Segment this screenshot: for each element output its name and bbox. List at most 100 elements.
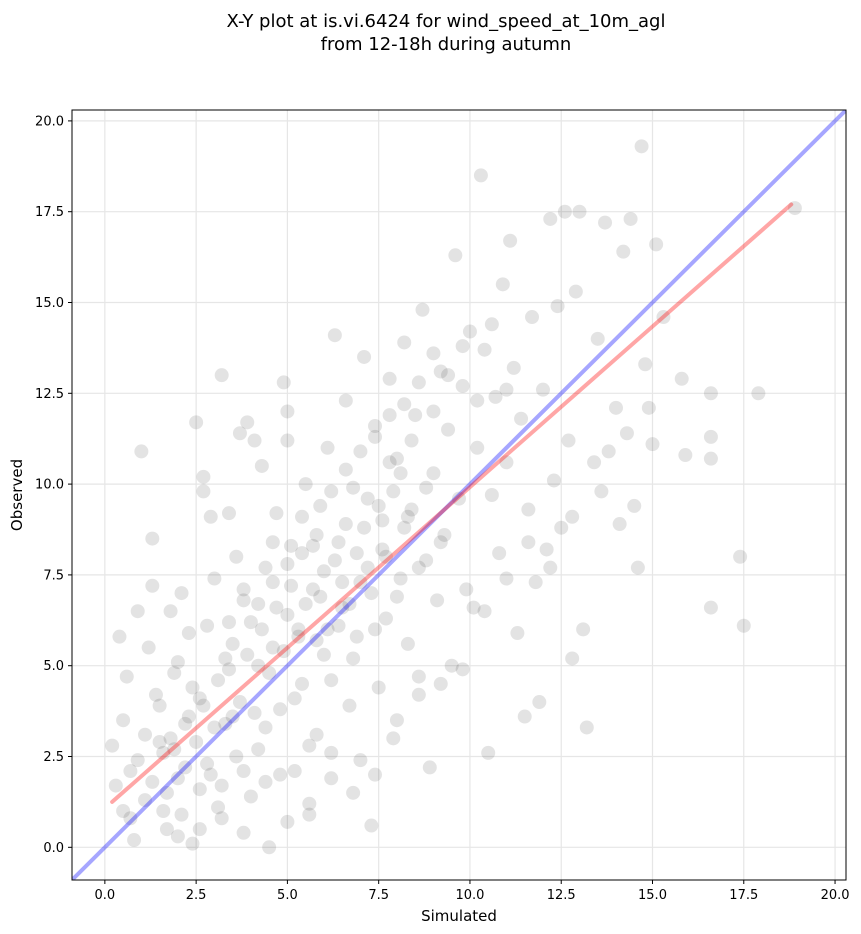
- scatter-point: [127, 833, 142, 848]
- scatter-point: [477, 342, 492, 357]
- scatter-point: [378, 611, 393, 626]
- scatter-point: [265, 535, 280, 550]
- scatter-point: [568, 284, 583, 299]
- scatter-point: [152, 734, 167, 749]
- scatter-point: [594, 484, 609, 499]
- scatter-point: [178, 760, 193, 775]
- scatter-point: [316, 564, 331, 579]
- scatter-point: [422, 760, 437, 775]
- reference-lines: [72, 110, 846, 880]
- scatter-point: [678, 448, 693, 463]
- scatter-point: [349, 546, 364, 561]
- scatter-point: [152, 698, 167, 713]
- scatter-point: [214, 778, 229, 793]
- scatter-point: [444, 658, 459, 673]
- scatter-point: [145, 578, 160, 593]
- scatter-point: [119, 669, 134, 684]
- scatter-point: [196, 469, 211, 484]
- scatter-point: [309, 633, 324, 648]
- scatter-point: [539, 542, 554, 557]
- scatter-point: [703, 451, 718, 466]
- scatter-point: [382, 408, 397, 423]
- scatter-point: [360, 560, 375, 575]
- scatter-point: [572, 204, 587, 219]
- scatter-point: [579, 720, 594, 735]
- scatter-point: [353, 444, 368, 459]
- scatter-point: [397, 397, 412, 412]
- scatter-point: [521, 535, 536, 550]
- scatter-point: [703, 600, 718, 615]
- scatter-point: [145, 774, 160, 789]
- scatter-point: [433, 364, 448, 379]
- scatter-point: [280, 404, 295, 419]
- scatter-point: [441, 422, 456, 437]
- scatter-point: [470, 440, 485, 455]
- scatter-point: [462, 324, 477, 339]
- scatter-point: [645, 437, 660, 452]
- scatter-point: [324, 771, 339, 786]
- scatter-point: [357, 520, 372, 535]
- x-tick-label: 17.5: [729, 888, 758, 903]
- scatter-point: [170, 655, 185, 670]
- scatter-point: [305, 538, 320, 553]
- scatter-point: [258, 560, 273, 575]
- y-tick-label: 12.5: [35, 387, 64, 402]
- scatter-point: [331, 618, 346, 633]
- scatter-point: [207, 571, 222, 586]
- scatter-point: [232, 426, 247, 441]
- scatter-point: [346, 785, 361, 800]
- scatter-point: [305, 582, 320, 597]
- scatter-point: [703, 386, 718, 401]
- scatter-point: [313, 498, 328, 513]
- y-axis-label: Observed: [8, 459, 26, 531]
- scatter-point: [338, 517, 353, 532]
- scatter-point: [178, 716, 193, 731]
- scatter-point: [787, 201, 802, 216]
- scatter-point: [335, 600, 350, 615]
- x-tick-label: 10.0: [455, 888, 484, 903]
- scatter-point: [236, 764, 251, 779]
- scatter-point: [156, 803, 171, 818]
- scatter-point: [587, 455, 602, 470]
- scatter-point: [225, 709, 240, 724]
- scatter-point: [141, 640, 156, 655]
- scatter-point: [353, 753, 368, 768]
- scatter-point: [247, 705, 262, 720]
- scatter-point: [262, 665, 277, 680]
- scatter-point: [426, 466, 441, 481]
- scatter-point: [393, 466, 408, 481]
- scatter-point: [236, 593, 251, 608]
- scatter-point: [148, 687, 163, 702]
- scatter-point: [291, 622, 306, 637]
- scatter-point: [196, 698, 211, 713]
- scatter-point: [116, 713, 131, 728]
- scatter-point: [627, 498, 642, 513]
- scatter-point: [335, 575, 350, 590]
- scatter-point: [211, 673, 226, 688]
- scatter-point: [521, 502, 536, 517]
- scatter-point: [324, 745, 339, 760]
- scatter-point: [641, 400, 656, 415]
- scatter-point: [554, 520, 569, 535]
- scatter-point: [349, 629, 364, 644]
- scatter-point: [302, 807, 317, 822]
- scatter-point: [170, 771, 185, 786]
- scatter-point: [105, 738, 120, 753]
- grid-lines: [72, 110, 846, 880]
- scatter-point: [156, 745, 171, 760]
- chart-title: X-Y plot at is.vi.6424 for wind_speed_at…: [0, 10, 861, 56]
- scatter-point: [203, 767, 218, 782]
- scatter-point: [240, 415, 255, 430]
- scatter-point: [415, 302, 430, 317]
- scatter-point: [309, 727, 324, 742]
- scatter-point: [342, 698, 357, 713]
- scatter-point: [368, 622, 383, 637]
- scatter-point: [623, 211, 638, 226]
- scatter-point: [185, 836, 200, 851]
- scatter-point: [353, 575, 368, 590]
- scatter-point: [295, 676, 310, 691]
- axis-ticks: 0.0 2.5 5.0 7.5 10.0 12.5 15.0 17.5 20.0 0.0 2.5 5.…: [35, 114, 849, 903]
- scatter-point: [280, 433, 295, 448]
- scatter-point: [192, 782, 207, 797]
